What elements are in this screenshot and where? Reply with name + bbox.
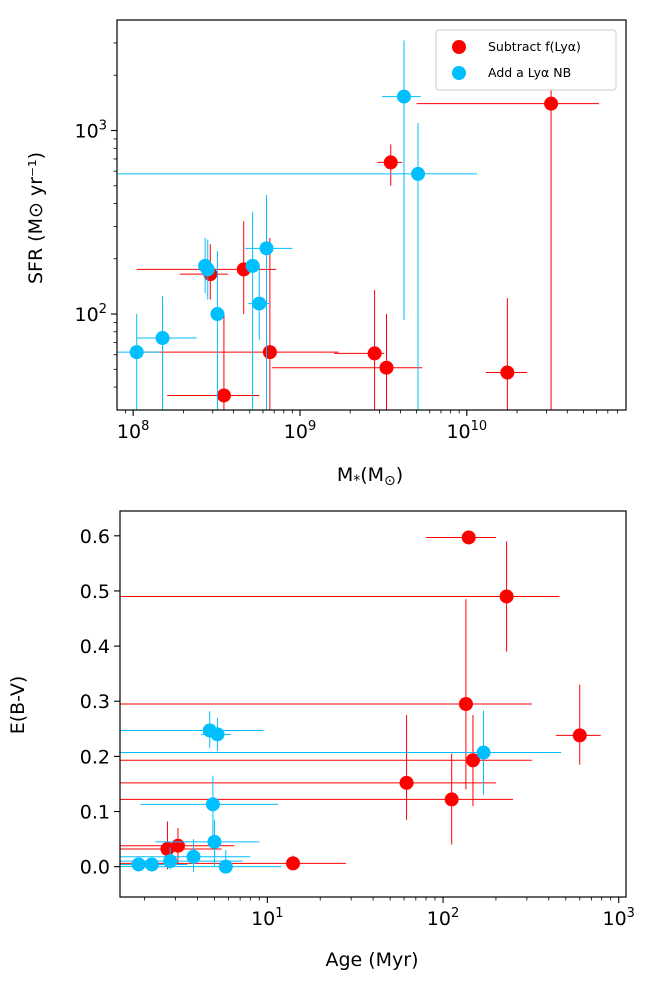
sfr-mass-data-point	[262, 345, 277, 360]
ebv-age-plot-frame	[119, 510, 627, 898]
legend-marker-add-nb	[452, 66, 466, 80]
ebv-age-data-point	[458, 697, 473, 711]
ebv-age-data-point	[399, 775, 414, 790]
sfr-mass-x-tick-label: 1010	[446, 419, 487, 443]
sfr-mass-data-point	[200, 262, 215, 277]
ebv-age-series-layer	[120, 530, 601, 874]
ebv-age-data-point	[218, 859, 233, 874]
sfr-mass-data-point	[383, 155, 398, 170]
sfr-mass-y-tick-label: 102	[75, 302, 107, 326]
sfr-mass-data-point	[544, 96, 559, 111]
ebv-age-axes: 101 102 103 0.0 0.1 0.2 0.3 0.4 0.5 0.6	[80, 526, 635, 930]
sfr-mass-panel: 108 109 1010 102 103 Subtract f(Lyα) Add a L…	[25, 19, 627, 489]
ebv-age-data-point	[205, 797, 220, 812]
legend: Subtract f(Lyα) Add a Lyα NB	[435, 29, 617, 91]
ebv-age-y-axis-label: E(B-V)	[7, 676, 29, 735]
ebv-age-data-point	[499, 589, 514, 604]
sfr-mass-x-tick-label: 108	[117, 419, 149, 443]
sfr-mass-x-tick-label: 109	[284, 419, 316, 443]
sfr-mass-series-layer	[117, 40, 599, 410]
sfr-mass-data-point	[210, 307, 225, 322]
ebv-age-x-tick-label: 103	[602, 906, 634, 930]
ebv-age-y-tick-label: 0.3	[80, 691, 110, 713]
legend-box	[435, 29, 617, 91]
ebv-age-data-point	[207, 834, 222, 849]
ebv-age-y-tick-label: 0.1	[80, 802, 110, 824]
ebv-age-data-point	[186, 849, 201, 864]
ebv-age-x-tick-label: 102	[427, 906, 459, 930]
ebv-age-data-point	[131, 857, 146, 872]
legend-marker-subtract	[452, 40, 466, 54]
ebv-age-series-add-nb	[120, 710, 562, 874]
sfr-mass-data-point	[396, 89, 411, 104]
ebv-age-data-point	[476, 745, 491, 760]
ebv-age-x-tick-label: 101	[251, 906, 283, 930]
sfr-mass-data-point	[379, 360, 394, 375]
ebv-age-series-subtract	[120, 530, 601, 871]
sfr-mass-data-point	[411, 166, 426, 181]
sfr-mass-series-subtract	[136, 48, 599, 410]
sfr-mass-axes: 108 109 1010 102 103	[75, 42, 618, 443]
ebv-age-data-point	[163, 854, 178, 869]
ebv-age-data-point	[144, 857, 159, 872]
sfr-mass-series-add-nb	[117, 40, 477, 410]
ebv-age-y-tick-label: 0.5	[80, 581, 110, 603]
sfr-mass-data-point	[500, 365, 515, 380]
sfr-mass-data-point	[259, 241, 274, 256]
sfr-mass-data-point	[245, 258, 260, 273]
ebv-age-x-axis-label: Age (Myr)	[325, 949, 418, 971]
ebv-age-y-tick-label: 0.2	[80, 746, 110, 768]
sfr-mass-data-point	[367, 346, 382, 361]
sfr-mass-data-point	[216, 388, 231, 403]
sfr-mass-y-axis-label: SFR (M⊙ yr⁻¹)	[25, 152, 47, 284]
ebv-age-y-tick-label: 0.4	[80, 636, 110, 658]
legend-label-subtract: Subtract f(Lyα)	[488, 39, 581, 54]
sfr-mass-data-point	[252, 296, 267, 311]
sfr-mass-plot-frame	[116, 19, 627, 411]
sfr-mass-data-point	[155, 331, 170, 346]
sfr-mass-data-point	[129, 345, 144, 360]
ebv-age-panel: 101 102 103 0.0 0.1 0.2 0.3 0.4 0.5 0.6 Age (Myr)…	[7, 510, 635, 971]
ebv-age-data-point	[210, 727, 225, 742]
ebv-age-y-tick-label: 0.6	[80, 526, 110, 548]
ebv-age-data-point	[160, 842, 175, 857]
ebv-age-data-point	[461, 530, 476, 545]
sfr-mass-x-axis-label: M*(M⊙)	[337, 464, 403, 489]
ebv-age-y-tick-label: 0.0	[80, 857, 110, 879]
ebv-age-data-point	[444, 792, 459, 807]
sfr-mass-y-tick-label: 103	[75, 118, 107, 142]
ebv-age-data-point	[286, 856, 301, 871]
ebv-age-data-point	[465, 753, 480, 768]
legend-label-add-nb: Add a Lyα NB	[488, 65, 571, 80]
ebv-age-data-point	[572, 728, 587, 743]
